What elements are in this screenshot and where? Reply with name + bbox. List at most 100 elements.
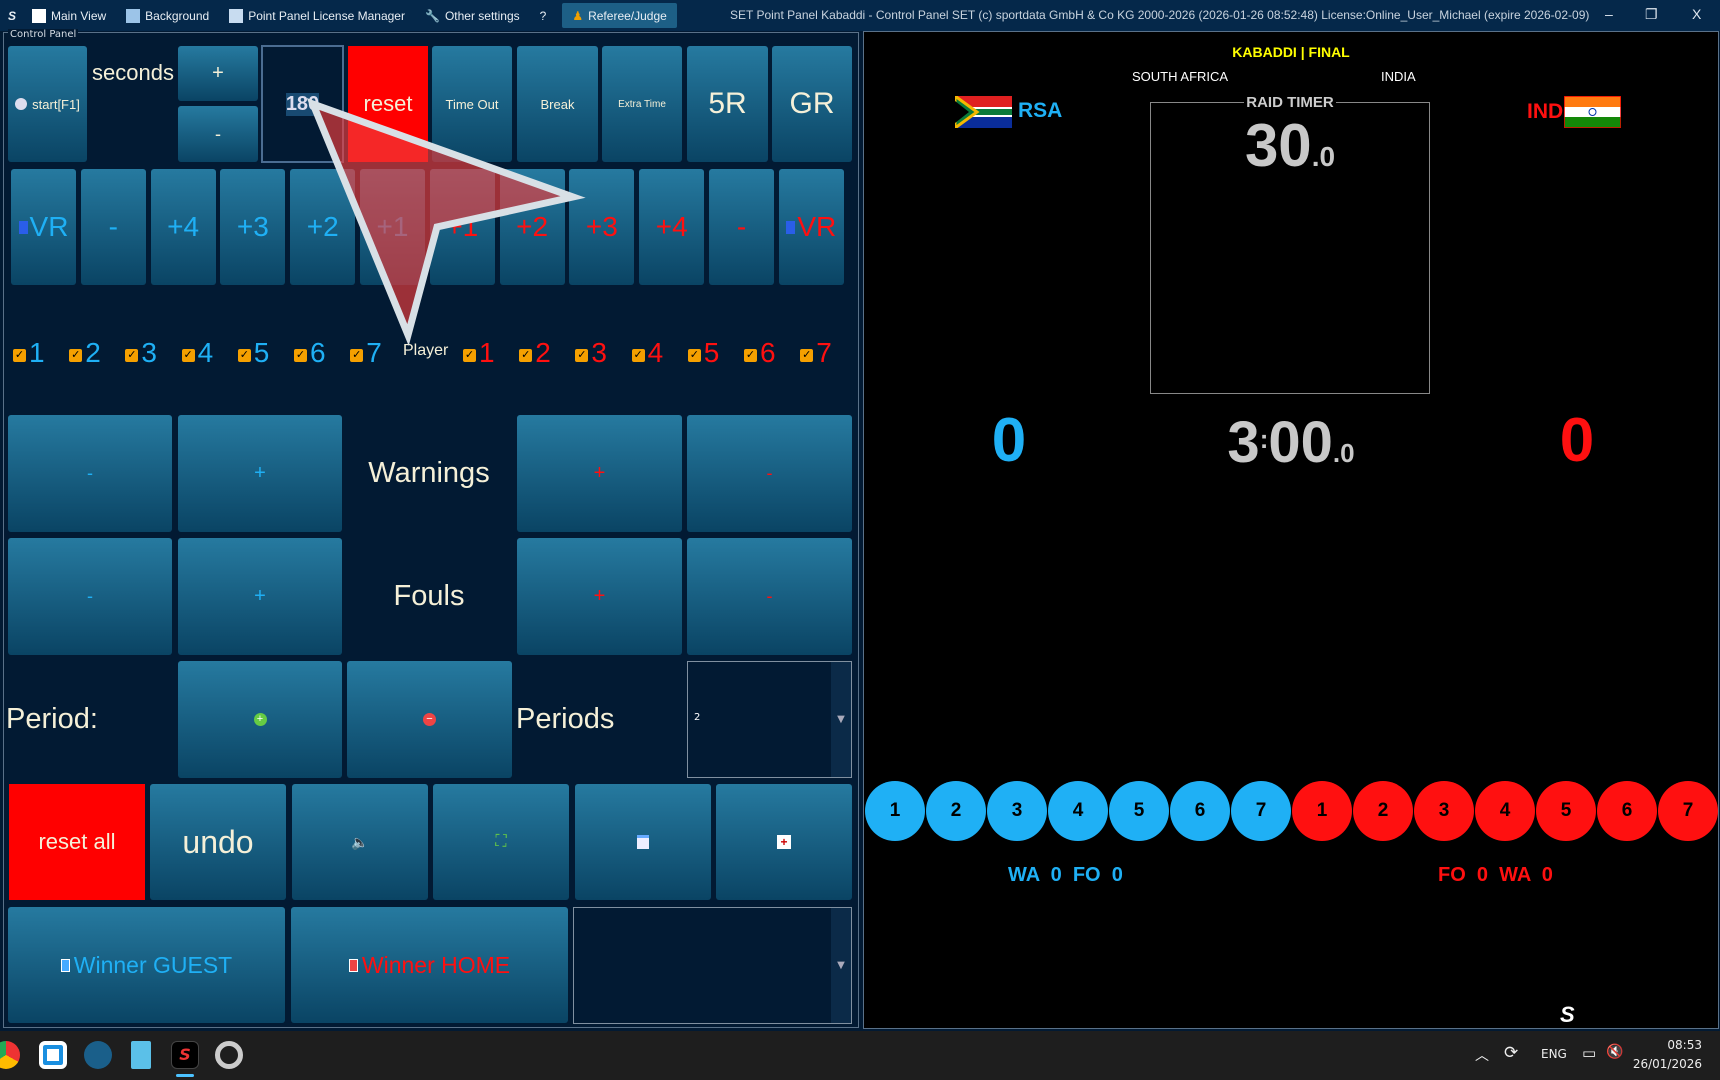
- points-button[interactable]: -: [709, 169, 774, 285]
- chrome-icon[interactable]: [0, 1041, 20, 1069]
- points-button[interactable]: VR: [778, 169, 844, 285]
- guest-player-checkbox[interactable]: ✓ 5: [687, 337, 720, 368]
- time-out-button[interactable]: Time Out: [432, 46, 512, 162]
- home-foul-minus-button[interactable]: -: [8, 538, 172, 655]
- guest-player-checkbox[interactable]: ✓ 1: [463, 337, 495, 368]
- guest-player-checkbox[interactable]: ✓ 6: [744, 337, 776, 368]
- gr-button[interactable]: GR: [772, 46, 852, 162]
- sync-app-icon[interactable]: [39, 1041, 67, 1069]
- menu-bar: S Main View Background Point Panel Licen…: [0, 3, 677, 28]
- period-remove-button[interactable]: −: [347, 661, 512, 778]
- play-icon: [15, 98, 28, 110]
- reset-all-button[interactable]: reset all: [9, 784, 145, 900]
- chevron-down-icon: ▼: [831, 908, 851, 1023]
- minus-circle-icon: −: [423, 713, 436, 726]
- close-button[interactable]: X: [1692, 6, 1702, 22]
- seconds-minus-button[interactable]: -: [178, 106, 258, 162]
- home-player-checkbox[interactable]: ✓ 4: [181, 337, 214, 368]
- period-label: Period:: [6, 703, 98, 735]
- points-button[interactable]: VR: [11, 169, 76, 285]
- checkbox-checked-icon: ✓: [125, 349, 139, 362]
- winner-guest-button[interactable]: Winner GUEST: [8, 907, 285, 1023]
- edit-icon: [126, 8, 141, 23]
- guest-warning-minus-button[interactable]: -: [687, 415, 852, 532]
- home-player-circle: 4: [1048, 781, 1108, 841]
- video-review-icon: [18, 220, 28, 234]
- taskbar: S ︿ ⟳ ENG ▭ 🔇 08:53 26/01/2026: [0, 1031, 1720, 1080]
- update-icon[interactable]: ⟳: [1504, 1043, 1519, 1063]
- clock-date[interactable]: 26/01/2026: [1632, 1057, 1702, 1071]
- clock-time[interactable]: 08:53: [1667, 1038, 1702, 1052]
- menu-background[interactable]: Background: [122, 3, 213, 28]
- sound-button[interactable]: 🔈: [292, 784, 428, 900]
- app-icon[interactable]: [84, 1041, 112, 1069]
- break-button[interactable]: Break: [517, 46, 598, 162]
- expand-icon: ⛶: [495, 833, 507, 850]
- obs-icon[interactable]: [215, 1041, 243, 1069]
- points-button[interactable]: +4: [639, 169, 705, 285]
- chevron-up-icon[interactable]: ︿: [1475, 1048, 1489, 1064]
- home-warning-plus-button[interactable]: +: [178, 415, 342, 532]
- language-indicator[interactable]: ENG: [1541, 1047, 1567, 1061]
- referee-icon: ♟: [572, 8, 584, 23]
- restore-button[interactable]: ❐: [1645, 6, 1658, 22]
- raid-timer-label: RAID TIMER: [1244, 94, 1336, 111]
- periods-select[interactable]: 2 ▼: [687, 661, 852, 778]
- guest-player-checkbox[interactable]: ✓ 7: [800, 337, 832, 368]
- sportdata-app-icon[interactable]: S: [171, 1041, 199, 1069]
- home-player-checkbox[interactable]: ✓ 7: [350, 337, 382, 368]
- home-foul-plus-button[interactable]: +: [178, 538, 342, 655]
- game-clock: 3:00.0: [1227, 410, 1355, 475]
- home-player-checkbox[interactable]: ✓ 1: [13, 337, 45, 368]
- points-button[interactable]: +4: [150, 169, 216, 285]
- home-player-checkbox[interactable]: ✓ 2: [69, 337, 101, 368]
- extra-time-button[interactable]: Extra Time: [602, 46, 682, 162]
- medical-button[interactable]: +: [716, 784, 852, 900]
- notepad-icon[interactable]: [131, 1041, 151, 1069]
- guest-stats: FO 0 WA 0: [1438, 864, 1553, 886]
- title-bar: S Main View Background Point Panel Licen…: [0, 0, 1720, 31]
- home-player-circle: 6: [1170, 781, 1230, 841]
- chevron-down-icon: ▼: [831, 662, 851, 777]
- warnings-label: Warnings: [368, 457, 490, 489]
- new-window-button[interactable]: [575, 784, 711, 900]
- flag-blue-icon: [60, 958, 70, 972]
- scoreboard: KABADDI | FINAL SOUTH AFRICA INDIA RSA I…: [863, 31, 1719, 1029]
- menu-license-manager[interactable]: Point Panel License Manager: [225, 3, 409, 28]
- guest-foul-minus-button[interactable]: -: [687, 538, 852, 655]
- guest-player-checkbox[interactable]: ✓ 4: [631, 337, 664, 368]
- home-player-checkbox[interactable]: ✓ 5: [237, 337, 270, 368]
- points-button[interactable]: -: [80, 169, 146, 285]
- winner-home-button[interactable]: Winner HOME: [291, 907, 568, 1023]
- period-add-button[interactable]: +: [178, 661, 342, 778]
- winner-select[interactable]: ▼: [573, 907, 852, 1024]
- guest-player-checkbox[interactable]: ✓ 3: [575, 337, 607, 368]
- menu-main-view[interactable]: Main View: [28, 3, 110, 28]
- start-button[interactable]: start[F1]: [8, 46, 87, 162]
- guest-warning-plus-button[interactable]: +: [517, 415, 682, 532]
- menu-help[interactable]: ?: [539, 8, 547, 23]
- muted-speaker-icon[interactable]: 🔇: [1606, 1044, 1624, 1060]
- points-button[interactable]: +3: [569, 169, 635, 285]
- guest-player-circle: 3: [1414, 781, 1474, 841]
- undo-button[interactable]: undo: [150, 784, 286, 900]
- license-icon: [229, 8, 244, 23]
- guest-player-checkbox[interactable]: ✓ 2: [519, 337, 551, 368]
- guest-player-circle: 6: [1597, 781, 1657, 841]
- 5r-button[interactable]: 5R: [687, 46, 768, 162]
- seconds-plus-button[interactable]: +: [178, 46, 258, 101]
- minimize-button[interactable]: –: [1605, 6, 1613, 22]
- menu-referee-judge[interactable]: ♟ Referee/Judge: [562, 3, 677, 28]
- home-player-checkbox[interactable]: ✓ 6: [294, 337, 326, 368]
- menu-other-settings[interactable]: 🔧 Other settings: [424, 8, 520, 23]
- points-button[interactable]: +3: [220, 169, 286, 285]
- home-warning-minus-button[interactable]: -: [8, 415, 172, 532]
- wrench-icon: 🔧: [424, 8, 440, 23]
- guest-foul-plus-button[interactable]: +: [517, 538, 682, 655]
- home-player-checkbox[interactable]: ✓ 3: [125, 337, 157, 368]
- checkbox-checked-icon: ✓: [181, 349, 195, 362]
- fullscreen-button[interactable]: ⛶: [433, 784, 569, 900]
- network-icon[interactable]: ▭: [1582, 1044, 1597, 1062]
- player-label: Player: [403, 342, 449, 359]
- arrow-shape: [306, 98, 586, 346]
